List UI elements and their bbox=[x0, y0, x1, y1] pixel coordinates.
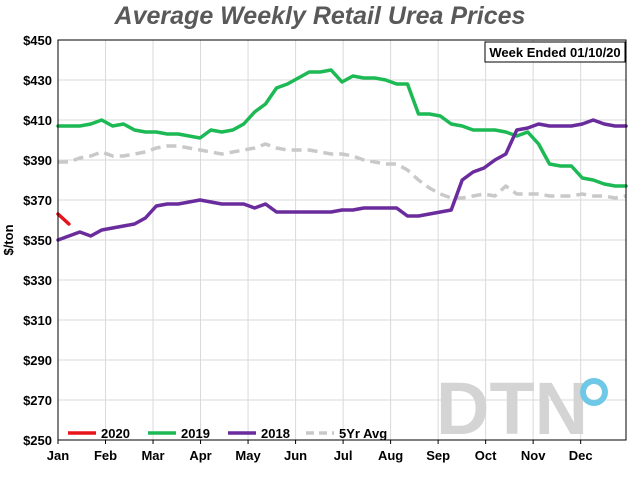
y-axis: $450 $430 $410 $390 $370 $350 $330 $310 $290 $270… bbox=[23, 33, 52, 448]
x-tick-label: Jan bbox=[47, 448, 69, 463]
y-tick-label: $350 bbox=[23, 233, 52, 248]
y-tick-label: $410 bbox=[23, 113, 52, 128]
y-axis-label: $/ton bbox=[1, 224, 16, 255]
x-tick-label: Sep bbox=[426, 448, 450, 463]
series-line-2018 bbox=[56, 118, 628, 242]
y-tick-label: $370 bbox=[23, 193, 52, 208]
y-tick-label: $310 bbox=[23, 313, 52, 328]
x-tick-label: Apr bbox=[189, 448, 211, 463]
watermark-dot bbox=[580, 378, 608, 406]
x-tick-label: Jun bbox=[284, 448, 307, 463]
week-ended-label: Week Ended 01/10/20 bbox=[489, 45, 620, 60]
dtn-watermark: DTN bbox=[436, 367, 608, 450]
x-tick-label: Mar bbox=[141, 448, 164, 463]
plot-border bbox=[57, 39, 627, 441]
chart-title: Average Weekly Retail Urea Prices bbox=[114, 2, 526, 30]
series-line-2019 bbox=[56, 68, 628, 188]
watermark-text: DTN bbox=[436, 367, 588, 450]
x-tick-label: Jul bbox=[334, 448, 353, 463]
x-tick-label: Oct bbox=[475, 448, 497, 463]
x-tick-label: Feb bbox=[94, 448, 117, 463]
x-axis: Jan Feb Mar Apr May Jun Jul Aug Sep Oct Nov Dec bbox=[47, 440, 593, 463]
legend-label-5yr-avg: 5Yr Avg bbox=[339, 426, 387, 441]
y-tick-label: $250 bbox=[23, 433, 52, 448]
legend-label-2018: 2018 bbox=[261, 426, 290, 441]
legend-label-2020: 2020 bbox=[101, 426, 130, 441]
x-tick-label: Nov bbox=[521, 448, 546, 463]
x-tick-label: May bbox=[235, 448, 261, 463]
y-tick-label: $390 bbox=[23, 153, 52, 168]
y-tick-label: $330 bbox=[23, 273, 52, 288]
legend: 2020 2019 2018 5Yr Avg bbox=[68, 426, 387, 441]
series-line-2020 bbox=[56, 212, 71, 226]
y-tick-label: $430 bbox=[23, 73, 52, 88]
y-tick-label: $450 bbox=[23, 33, 52, 48]
y-tick-label: $290 bbox=[23, 353, 52, 368]
series-layer bbox=[56, 68, 628, 242]
y-tick-label: $270 bbox=[23, 393, 52, 408]
week-ended-box: Week Ended 01/10/20 bbox=[484, 41, 626, 63]
series-line-5yr-avg bbox=[58, 142, 627, 200]
x-tick-label: Aug bbox=[378, 448, 403, 463]
legend-label-2019: 2019 bbox=[181, 426, 210, 441]
x-tick-label: Dec bbox=[569, 448, 593, 463]
